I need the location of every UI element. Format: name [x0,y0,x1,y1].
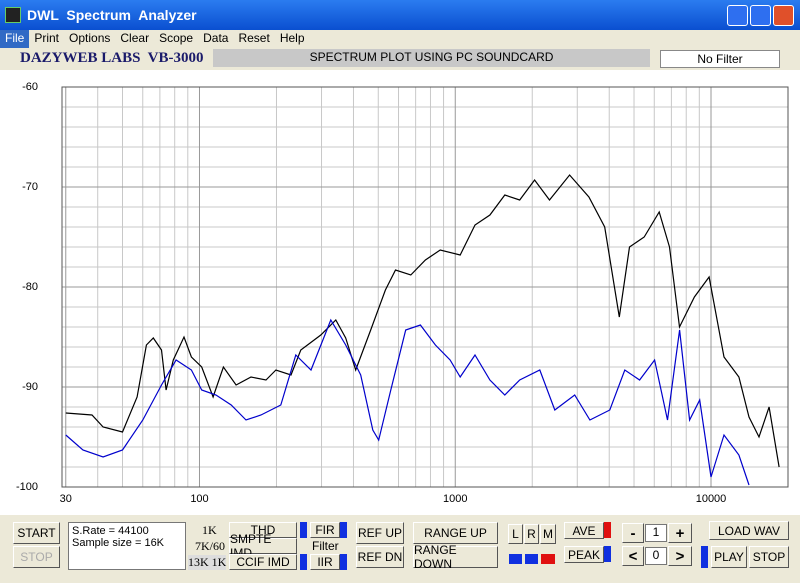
thd-button[interactable]: THD [229,522,297,538]
indicator [525,554,538,564]
minus-button[interactable]: - [622,523,644,543]
x-tick-label: 1000 [443,493,467,505]
y-tick-label: -100 [16,481,38,493]
indicator [604,522,611,538]
y-tick-label: -90 [22,381,38,393]
indicator [604,546,611,562]
menu-item[interactable]: Help [279,31,305,45]
channel-l[interactable]: L [508,524,523,544]
menu-item[interactable]: Reset [238,31,270,45]
smpte-button[interactable]: SMPTE IMD [229,532,297,560]
ave-button[interactable]: AVE [564,522,604,539]
iir-button[interactable]: IIR [310,554,340,570]
title-bar: DWL Spectrum Analyzer [0,0,800,30]
window-title: DWL Spectrum Analyzer [27,7,197,23]
indicator [340,522,347,538]
mode-option[interactable]: 1K [202,523,217,537]
mode-option[interactable]: 7K/60 [195,539,225,553]
stop-button[interactable]: STOP [13,546,60,568]
plot-frame [61,86,789,488]
peak-button[interactable]: PEAK [564,546,604,563]
status-line: Sample size = 16K [72,537,165,549]
menu-item[interactable]: Data [203,31,229,45]
x-tick-label: 100 [190,493,208,505]
filter-label: Filter [312,539,339,553]
menu-item[interactable]: Scope [159,31,194,45]
filter-status: No Filter [660,50,780,68]
count-field[interactable]: 0 [645,547,667,565]
stop-play-button[interactable]: STOP [749,546,789,568]
play-button[interactable]: PLAY [711,546,747,568]
maximize-button[interactable] [750,5,771,26]
indicator [541,554,555,564]
start-button[interactable]: START [13,522,60,544]
spectrum-trace [65,318,750,486]
indicator [300,522,307,538]
y-tick-label: -70 [22,181,38,193]
spectrum-trace [65,174,780,468]
minimize-button[interactable] [727,5,748,26]
prev-button[interactable]: < [622,546,644,566]
range-down-button[interactable]: RANGE DOWN [413,543,498,571]
status-line: S.Rate = 44100 [72,525,149,537]
brand: DAZYWEB LABS VB-3000 [20,50,204,66]
x-tick-label: 10000 [696,493,727,505]
close-button[interactable] [773,5,794,26]
next-button[interactable]: > [668,546,692,566]
app-icon [5,7,21,23]
indicator [300,554,307,570]
plus-button[interactable]: + [668,523,692,543]
menu-item[interactable]: Clear [120,31,150,45]
y-tick-label: -60 [22,81,38,93]
load-wav-button[interactable]: LOAD WAV [709,521,789,540]
indicator [509,554,522,564]
y-tick-label: -80 [22,281,38,293]
count-field[interactable]: 1 [645,524,667,542]
channel-r[interactable]: R [524,524,539,544]
range-up-button[interactable]: RANGE UP [413,522,498,544]
indicator [701,546,708,568]
menu-bar: File Print Options Clear Scope Data Reset Help [0,30,800,48]
x-tick-label: 30 [60,493,72,505]
status-box: S.Rate = 44100 Sample size = 16K [68,522,186,570]
menu-item[interactable]: File [0,30,30,48]
ref-dn-button[interactable]: REF DN [356,546,404,568]
menu-item[interactable]: Print [34,31,60,45]
fir-button[interactable]: FIR [310,522,340,538]
ccif-button[interactable]: CCIF IMD [229,554,297,570]
banner: SPECTRUM PLOT USING PC SOUNDCARD [213,49,650,67]
menu-item[interactable]: Options [69,31,111,45]
channel-m[interactable]: M [540,524,556,544]
ref-up-button[interactable]: REF UP [356,522,404,544]
indicator [340,554,347,570]
spectrum-chart: -60 -70 -80 -90 -100 30 100 1000 10000 [0,70,800,515]
mode-option[interactable]: 13K 1K [188,555,227,570]
